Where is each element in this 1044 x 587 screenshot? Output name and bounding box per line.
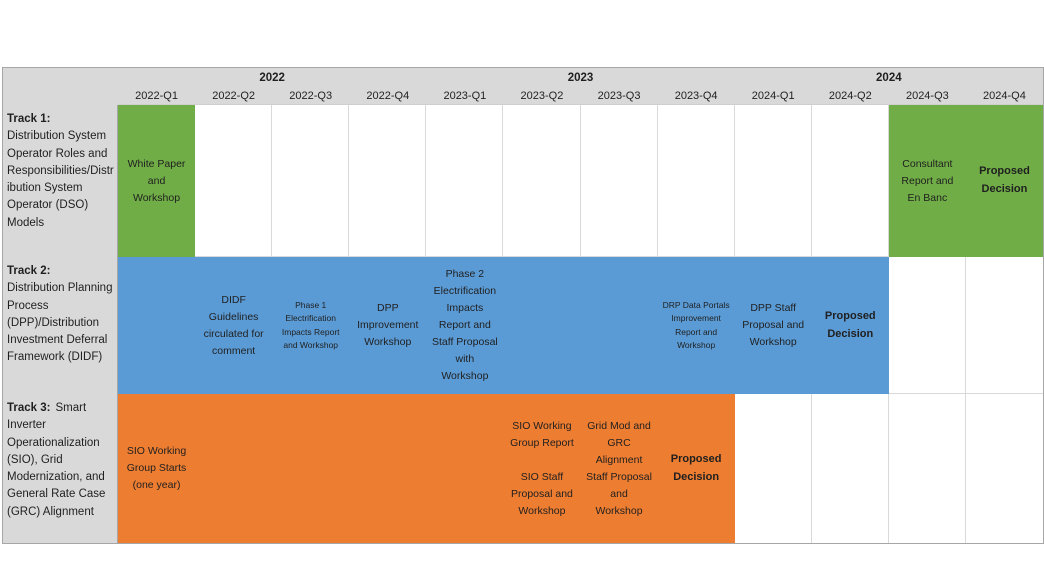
empty-cell bbox=[734, 394, 812, 543]
event-cell-track3-proposed-decision: Proposed Decision bbox=[657, 394, 735, 543]
event-cell-grid-mod-grc: Grid Mod and GRC Alignment Staff Proposa… bbox=[580, 394, 658, 543]
track3-description: Smart Inverter Operationalization (SIO),… bbox=[7, 402, 106, 518]
corner-cell-lower bbox=[3, 88, 118, 105]
event-cell-track1-proposed-decision: Proposed Decision bbox=[965, 105, 1043, 257]
quarter-header: 2023-Q1 bbox=[426, 88, 504, 105]
year-header-2022: 2022 bbox=[118, 68, 427, 88]
empty-cell bbox=[888, 257, 966, 394]
quarter-header: 2024-Q3 bbox=[888, 88, 966, 105]
track1-description: Distribution System Operator Roles and R… bbox=[7, 130, 114, 229]
track2-row: Track 2: Distribution Planning Process (D… bbox=[3, 257, 1043, 394]
year-header-2024: 2024 bbox=[734, 68, 1043, 88]
bar-segment bbox=[195, 394, 273, 543]
event-cell-drp-data-portals: DRP Data Portals Improvement Report and … bbox=[657, 257, 735, 394]
quarter-header: 2023-Q4 bbox=[657, 88, 735, 105]
quarter-header: 2022-Q1 bbox=[118, 88, 196, 105]
empty-cell bbox=[811, 394, 889, 543]
quarter-header: 2023-Q2 bbox=[503, 88, 581, 105]
event-cell-phase1-electrification: Phase 1 Electrification Impacts Report a… bbox=[272, 257, 350, 394]
empty-cell bbox=[503, 105, 581, 257]
empty-cell bbox=[811, 105, 889, 257]
gantt-timeline-table: 2022 2023 2024 2022-Q1 2022-Q2 2022-Q3 2… bbox=[2, 67, 1044, 544]
empty-cell bbox=[272, 105, 350, 257]
event-cell-sio-working-group-starts: SIO Working Group Starts (one year) bbox=[118, 394, 196, 543]
bar-segment bbox=[272, 394, 350, 543]
track3-label: Track 3: Smart Inverter Operationalizatio… bbox=[3, 394, 118, 543]
event-cell-track2-proposed-decision: Proposed Decision bbox=[811, 257, 889, 394]
track1-label: Track 1: Distribution System Operator Rol… bbox=[3, 105, 118, 257]
quarter-header: 2022-Q4 bbox=[349, 88, 427, 105]
track2-label: Track 2: Distribution Planning Process (D… bbox=[3, 257, 118, 394]
event-cell-dpp-improvement: DPP Improvement Workshop bbox=[349, 257, 427, 394]
bar-segment bbox=[503, 257, 581, 394]
empty-cell bbox=[888, 394, 966, 543]
event-cell-white-paper: White Paper and Workshop bbox=[118, 105, 196, 257]
quarter-header: 2024-Q4 bbox=[965, 88, 1043, 105]
quarter-header: 2022-Q2 bbox=[195, 88, 273, 105]
quarter-header: 2022-Q3 bbox=[272, 88, 350, 105]
bar-segment bbox=[349, 394, 427, 543]
track1-name: Track 1: bbox=[7, 113, 51, 125]
event-line-2: SIO Staff Proposal and Workshop bbox=[511, 470, 573, 517]
year-header-2023: 2023 bbox=[426, 68, 735, 88]
quarter-header: 2023-Q3 bbox=[580, 88, 658, 105]
empty-cell bbox=[349, 105, 427, 257]
event-cell-phase2-electrification: Phase 2 Electrification Impacts Report a… bbox=[426, 257, 504, 394]
empty-cell bbox=[734, 105, 812, 257]
event-line-1: SIO Working Group Report bbox=[510, 419, 574, 449]
quarter-header-row: 2022-Q1 2022-Q2 2022-Q3 2022-Q4 2023-Q1 … bbox=[3, 88, 1043, 105]
empty-cell bbox=[965, 257, 1043, 394]
bar-segment bbox=[426, 394, 504, 543]
empty-cell bbox=[426, 105, 504, 257]
event-cell-dpp-staff-proposal: DPP Staff Proposal and Workshop bbox=[734, 257, 812, 394]
track3-row: Track 3: Smart Inverter Operationalizatio… bbox=[3, 394, 1043, 543]
event-cell-didf-guidelines: DIDF Guidelines circulated for comment bbox=[195, 257, 273, 394]
event-cell-consultant-report: Consultant Report and En Banc bbox=[888, 105, 966, 257]
track2-description: Distribution Planning Process (DPP)/Dist… bbox=[7, 282, 113, 364]
quarter-header: 2024-Q2 bbox=[811, 88, 889, 105]
empty-cell bbox=[195, 105, 273, 257]
bar-segment bbox=[580, 257, 658, 394]
empty-cell bbox=[657, 105, 735, 257]
event-cell-sio-working-group-report: SIO Working Group Report SIO Staff Propo… bbox=[503, 394, 581, 543]
empty-cell bbox=[580, 105, 658, 257]
quarter-header: 2024-Q1 bbox=[734, 88, 812, 105]
empty-cell bbox=[965, 394, 1043, 543]
year-header-row: 2022 2023 2024 bbox=[3, 68, 1043, 88]
track1-row: Track 1: Distribution System Operator Rol… bbox=[3, 105, 1043, 257]
track2-name: Track 2: bbox=[7, 265, 51, 277]
track3-name: Track 3: bbox=[7, 402, 51, 414]
bar-segment bbox=[118, 257, 196, 394]
corner-cell bbox=[3, 68, 118, 88]
